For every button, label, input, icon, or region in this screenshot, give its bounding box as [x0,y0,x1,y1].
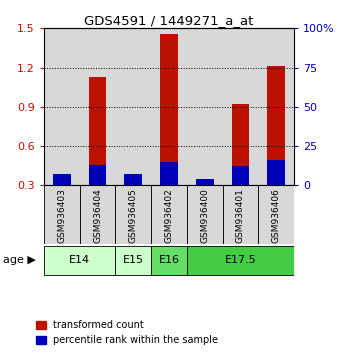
FancyBboxPatch shape [115,185,151,244]
FancyBboxPatch shape [151,185,187,244]
FancyBboxPatch shape [187,246,294,274]
FancyBboxPatch shape [151,246,187,274]
Bar [115,28,151,185]
Text: E16: E16 [159,255,179,264]
Bar [151,28,187,185]
Title: GDS4591 / 1449271_a_at: GDS4591 / 1449271_a_at [84,14,254,27]
FancyBboxPatch shape [258,185,294,244]
Text: E14: E14 [69,255,90,264]
Bar [124,175,142,185]
Text: E17.5: E17.5 [224,255,256,264]
Bar [53,175,71,185]
Text: GSM936404: GSM936404 [93,188,102,243]
Legend: transformed count, percentile rank within the sample: transformed count, percentile rank withi… [32,316,222,349]
Text: GSM936403: GSM936403 [57,188,66,243]
FancyBboxPatch shape [115,246,151,274]
Text: age ▶: age ▶ [3,255,36,265]
Bar [89,165,106,185]
FancyBboxPatch shape [223,185,258,244]
Bar [232,166,249,185]
Bar [44,28,80,185]
Bar [160,34,178,185]
FancyBboxPatch shape [44,185,80,244]
FancyBboxPatch shape [187,185,223,244]
Text: GSM936400: GSM936400 [200,188,209,243]
Bar [53,175,71,185]
Bar [232,104,249,185]
Bar [196,179,214,185]
Bar [160,162,178,185]
Text: GSM936401: GSM936401 [236,188,245,243]
Bar [124,176,142,185]
Bar [80,28,115,185]
Text: GSM936406: GSM936406 [272,188,281,243]
Text: GSM936405: GSM936405 [129,188,138,243]
FancyBboxPatch shape [44,246,115,274]
Bar [267,160,285,185]
Bar [258,28,294,185]
Text: GSM936402: GSM936402 [165,188,173,243]
FancyBboxPatch shape [80,185,115,244]
Bar [89,77,106,185]
Bar [267,66,285,185]
Text: E15: E15 [123,255,144,264]
Bar [223,28,258,185]
Bar [187,28,223,185]
